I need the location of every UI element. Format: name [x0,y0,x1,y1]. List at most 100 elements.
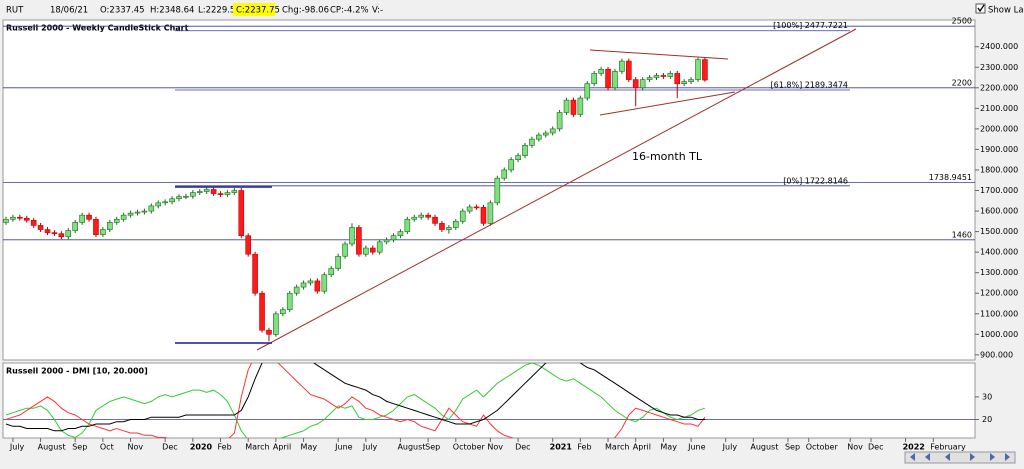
candle-body [252,253,258,294]
candle-body [238,190,245,237]
x-tick-label: July [9,443,25,452]
y-tick-label: 1900.000 [980,145,1018,154]
candle-body [190,192,196,197]
candle-body [577,97,584,115]
candle-body [418,214,425,218]
y-tick-label: 2400.000 [980,42,1018,51]
candle-body [605,69,611,89]
scrollbar[interactable] [904,451,1016,464]
scroll-arrows[interactable] [910,453,1010,461]
candle-body [494,177,501,204]
candle-body [210,189,217,194]
candle-body [266,329,272,335]
candle-body [466,206,473,212]
show-last-checkbox[interactable] [975,3,986,14]
candle-body [653,75,660,78]
level-label: 2200 [952,78,972,87]
candle-body [120,214,127,220]
x-tick-label: Nov [487,443,503,452]
x-tick-label: August [38,443,66,452]
candle-body [459,210,466,222]
x-tick-label: August [750,443,778,452]
candle-body [695,59,701,80]
fib-label: [100%] 2477.7221 [773,21,848,30]
low: L:2229.58 [198,6,241,16]
candle-body [217,193,224,195]
candle-body [127,212,134,216]
dmi-line [5,363,706,438]
candle-body [17,216,23,219]
x-tick-label: 2020 [190,443,213,452]
candle-body [30,220,37,226]
change-pct: CP:-4.2% [330,6,369,16]
annotation: 16-month TL [632,150,703,163]
candle-body [245,235,251,255]
x-tick-label: Sep [425,443,440,452]
candle-body [390,235,397,241]
candle-body [321,274,328,292]
candle-body [363,247,369,255]
candle-body [667,73,674,77]
candle-body [508,159,514,171]
y-tick-label: 1100.000 [980,309,1018,318]
candle-body [113,218,120,223]
y-tick-label: 1800.000 [980,165,1018,174]
candle-body [529,138,535,146]
x-tick-label: Feb [218,443,232,452]
dmi-plot [3,363,975,438]
x-tick-label: Nov [847,443,863,452]
candle-body [376,241,383,253]
candle-body [501,169,508,179]
candle-body [473,206,480,209]
candle-body [37,225,44,230]
price-title: Russell 2000 - Weekly CandleStick Chart [6,24,189,33]
open: O:2337.45 [100,6,145,16]
candle-body [681,81,687,84]
candle-body [58,233,65,238]
show-last[interactable]: Show Last [988,6,1024,16]
candle-body [632,79,639,89]
x-tick-label: July [722,443,738,452]
candle-body [542,132,549,136]
candle-body [293,286,300,294]
y-tick-label: 2200.000 [980,83,1018,92]
y-tick-label: 1600.000 [980,207,1018,216]
x-tick-label: Dec [868,443,883,452]
x-tick-label: March [605,443,629,452]
x-tick-label: Dec [515,443,530,452]
x-tick-label: June [334,443,353,452]
candle-body [279,309,286,315]
y-tick-label: 1700.000 [980,186,1018,195]
candle-body [591,73,598,84]
candle-body [342,243,348,257]
candle-body [10,216,16,220]
candle-body [639,79,646,89]
close: C:2237.75 [236,6,280,16]
candle-body [536,134,542,140]
x-tick-label: Feb [577,443,591,452]
candle-body [439,223,445,230]
candle-body [397,231,404,237]
fib-label: [0%] 1722.8146 [783,176,848,185]
x-tick-label: Sep [785,443,800,452]
y-tick-label: 30 [982,392,992,401]
triangle-top [589,49,729,60]
candle-body [286,292,293,310]
y-tick-label: 2100.000 [980,104,1018,113]
candle-body [515,155,521,160]
candle-body [612,71,618,89]
x-tick-label: April [273,443,291,452]
candle-body [619,60,625,72]
y-tick-label: 1400.000 [980,248,1018,257]
scroll-controls [904,451,1016,464]
price-plot [3,25,975,342]
candle-body [23,217,30,221]
x-tick-label: October [453,443,486,452]
candle-body [72,222,78,231]
y-tick-label: 900.000 [980,350,1013,359]
drawings [175,28,857,351]
x-tick-label: Oct [100,443,114,452]
candle-body [231,190,238,193]
fib-label: [61.8%] 2189.3474 [771,80,848,89]
